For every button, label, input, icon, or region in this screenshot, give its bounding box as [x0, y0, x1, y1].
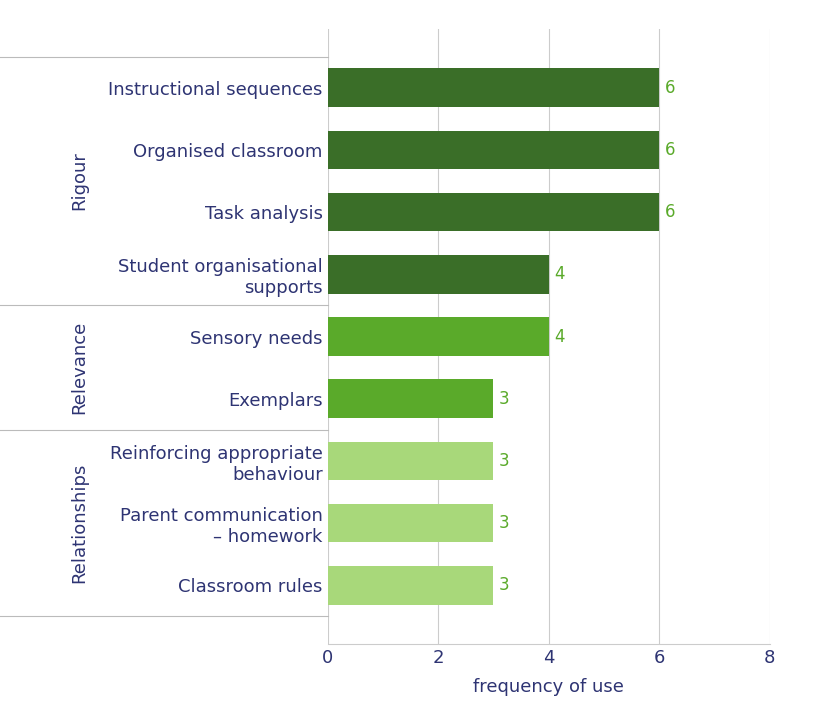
Bar [328, 69, 659, 107]
X-axis label: frequency of use: frequency of use [473, 678, 624, 697]
Text: 6: 6 [665, 79, 676, 97]
Text: 3: 3 [499, 514, 509, 532]
Bar [328, 255, 549, 294]
Text: 3: 3 [499, 576, 509, 594]
Text: 6: 6 [665, 203, 676, 221]
Text: Relevance: Relevance [70, 321, 88, 415]
Text: 3: 3 [499, 390, 509, 407]
Text: Relationships: Relationships [70, 463, 88, 584]
Bar [328, 130, 659, 169]
Bar [328, 566, 493, 604]
Text: 6: 6 [665, 141, 676, 159]
Text: 4: 4 [554, 266, 565, 284]
Text: 4: 4 [554, 327, 565, 346]
Text: 3: 3 [499, 452, 509, 470]
Bar [328, 442, 493, 480]
Bar [328, 193, 659, 231]
Text: Rigour: Rigour [70, 152, 88, 211]
Bar [328, 504, 493, 543]
Bar [328, 379, 493, 418]
Bar [328, 317, 549, 356]
